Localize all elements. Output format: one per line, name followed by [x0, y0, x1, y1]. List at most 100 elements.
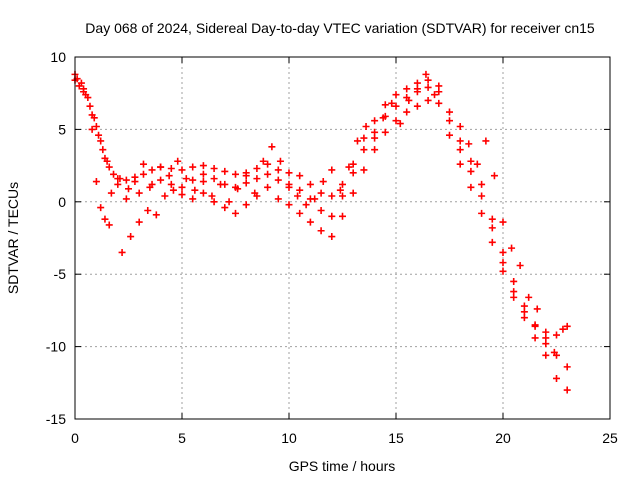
data-point: [296, 172, 304, 180]
data-point: [107, 189, 115, 197]
data-point: [360, 166, 368, 174]
data-point: [97, 204, 105, 212]
data-point: [189, 176, 197, 184]
data-point: [435, 99, 443, 107]
data-point: [388, 99, 396, 107]
data-point: [456, 146, 464, 154]
data-point: [276, 157, 284, 165]
data-point: [467, 157, 475, 165]
data-layer: [71, 70, 571, 394]
y-tick-label: 10: [50, 49, 66, 65]
data-point: [210, 164, 218, 172]
data-point: [105, 163, 113, 171]
x-tick-label: 10: [281, 430, 297, 446]
data-point: [328, 192, 336, 200]
data-point: [478, 180, 486, 188]
data-point: [251, 189, 259, 197]
x-tick-label: 15: [388, 430, 404, 446]
data-point: [101, 154, 109, 162]
data-point: [317, 189, 325, 197]
data-point: [144, 206, 152, 214]
data-point: [105, 221, 113, 229]
y-tick-label: 0: [58, 194, 66, 210]
data-point: [435, 88, 443, 96]
data-point: [488, 215, 496, 223]
data-point: [157, 163, 165, 171]
data-point: [353, 137, 361, 145]
data-point: [274, 166, 282, 174]
data-point: [371, 146, 379, 154]
data-point: [467, 167, 475, 175]
data-point: [114, 175, 122, 183]
data-point: [221, 204, 229, 212]
y-tick-label: -10: [46, 339, 66, 355]
series-track-3: [75, 82, 571, 394]
data-point: [553, 331, 560, 339]
data-point: [174, 157, 182, 165]
data-point: [178, 183, 186, 191]
y-tick-label: -15: [46, 411, 66, 427]
data-point: [563, 386, 571, 394]
data-point: [422, 70, 430, 78]
data-point: [360, 134, 368, 142]
data-point: [110, 170, 118, 178]
data-point: [152, 211, 160, 219]
data-point: [182, 175, 190, 183]
data-point: [217, 180, 225, 188]
data-point: [499, 218, 507, 226]
data-point: [122, 176, 130, 184]
data-point: [264, 170, 272, 178]
data-point: [259, 157, 267, 165]
data-point: [157, 176, 165, 184]
data-point: [424, 76, 432, 84]
data-point: [199, 162, 207, 170]
data-point: [473, 160, 481, 168]
data-point: [533, 305, 541, 313]
data-point: [531, 322, 539, 330]
data-point: [424, 96, 432, 104]
data-point: [125, 185, 132, 193]
data-point: [446, 108, 453, 116]
data-point: [563, 322, 571, 330]
data-point: [520, 314, 528, 322]
data-point: [189, 195, 197, 203]
data-point: [296, 209, 304, 217]
data-point: [525, 293, 533, 301]
data-point: [210, 198, 218, 206]
data-point: [319, 178, 327, 186]
data-point: [362, 123, 370, 131]
data-point: [465, 140, 473, 148]
data-point: [242, 172, 250, 180]
data-point: [405, 96, 413, 104]
data-point: [294, 192, 302, 200]
data-point: [274, 195, 282, 203]
data-point: [488, 224, 496, 232]
data-point: [550, 348, 558, 356]
data-point: [101, 215, 109, 223]
data-point: [446, 117, 453, 125]
data-point: [349, 169, 357, 177]
data-point: [80, 88, 88, 96]
data-point: [210, 175, 218, 183]
data-point: [97, 137, 105, 145]
data-point: [456, 137, 464, 145]
data-point: [189, 163, 197, 171]
data-point: [311, 195, 319, 203]
data-point: [242, 201, 250, 209]
data-point: [510, 293, 518, 301]
data-point: [456, 160, 464, 168]
x-tick-label: 5: [178, 430, 186, 446]
x-tick-label: 0: [71, 430, 79, 446]
data-point: [161, 192, 169, 200]
data-point: [542, 351, 550, 359]
data-point: [225, 198, 233, 206]
data-point: [148, 166, 156, 174]
data-point: [392, 102, 400, 110]
data-point: [328, 212, 336, 220]
data-point: [139, 170, 147, 178]
data-point: [508, 244, 516, 252]
data-point: [99, 146, 107, 154]
data-point: [131, 178, 139, 186]
y-tick-label: 5: [58, 121, 66, 137]
